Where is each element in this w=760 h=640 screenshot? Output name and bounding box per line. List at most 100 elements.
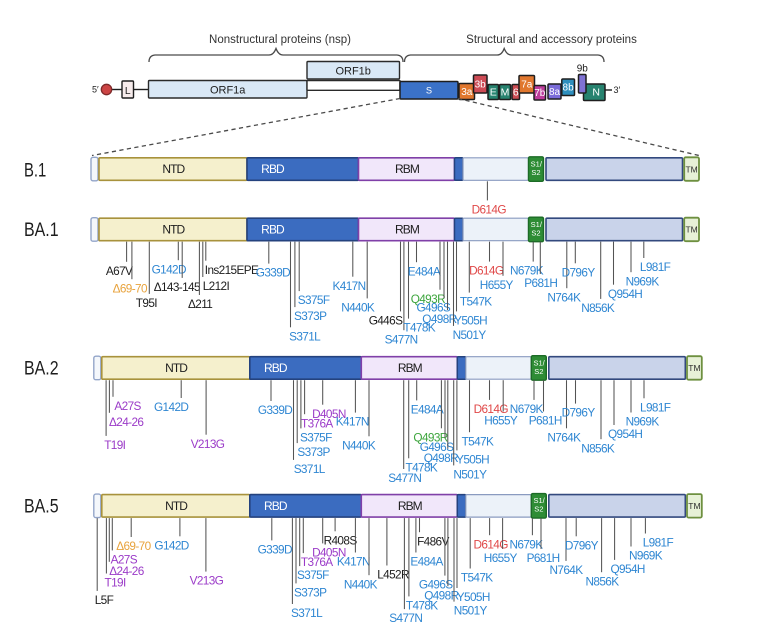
svg-text:6: 6 bbox=[513, 86, 519, 98]
svg-text:N856K: N856K bbox=[581, 441, 615, 455]
svg-text:D796Y: D796Y bbox=[562, 265, 596, 279]
svg-text:L452R: L452R bbox=[377, 568, 409, 582]
svg-text:TM: TM bbox=[688, 501, 700, 511]
svg-text:Δ24-26: Δ24-26 bbox=[109, 415, 144, 429]
svg-text:K417N: K417N bbox=[333, 279, 366, 293]
svg-text:G496S: G496S bbox=[419, 578, 453, 592]
svg-text:D614G: D614G bbox=[474, 537, 509, 551]
svg-text:D614G: D614G bbox=[474, 402, 509, 416]
svg-text:N764K: N764K bbox=[550, 563, 584, 577]
svg-text:S1/: S1/ bbox=[533, 496, 545, 505]
svg-text:S375F: S375F bbox=[297, 568, 329, 582]
svg-text:T376A: T376A bbox=[301, 555, 333, 569]
svg-text:N969K: N969K bbox=[626, 274, 660, 288]
svg-text:ORF1b: ORF1b bbox=[335, 65, 370, 77]
svg-text:P681H: P681H bbox=[527, 551, 560, 565]
svg-text:L212I: L212I bbox=[203, 279, 230, 293]
svg-text:N856K: N856K bbox=[586, 574, 620, 588]
svg-text:5′: 5′ bbox=[92, 84, 99, 94]
svg-text:S2: S2 bbox=[534, 505, 543, 514]
svg-text:K417N: K417N bbox=[336, 415, 369, 429]
svg-text:E: E bbox=[490, 86, 497, 98]
svg-text:N679K: N679K bbox=[510, 537, 544, 551]
svg-text:8a: 8a bbox=[549, 87, 561, 98]
svg-text:H655Y: H655Y bbox=[480, 278, 514, 292]
svg-text:T478K: T478K bbox=[403, 321, 435, 335]
svg-text:G142D: G142D bbox=[154, 538, 188, 552]
svg-text:RBD: RBD bbox=[264, 361, 288, 375]
svg-text:Δ211: Δ211 bbox=[188, 297, 212, 311]
svg-text:A27S: A27S bbox=[114, 399, 141, 413]
svg-text:B.1: B.1 bbox=[24, 160, 46, 181]
svg-text:S373P: S373P bbox=[297, 445, 330, 459]
svg-text:N679K: N679K bbox=[510, 402, 544, 416]
svg-text:V213G: V213G bbox=[191, 437, 225, 451]
svg-text:K417N: K417N bbox=[337, 555, 370, 569]
svg-text:H655Y: H655Y bbox=[484, 414, 518, 428]
svg-text:G496S: G496S bbox=[420, 440, 454, 454]
svg-text:NTD: NTD bbox=[165, 499, 188, 513]
svg-text:N440K: N440K bbox=[341, 301, 375, 315]
svg-text:BA.1: BA.1 bbox=[24, 220, 59, 241]
svg-text:TM: TM bbox=[685, 164, 697, 174]
svg-text:S477N: S477N bbox=[385, 332, 418, 346]
svg-text:Q493R: Q493R bbox=[411, 292, 445, 306]
svg-text:D614G: D614G bbox=[469, 264, 504, 278]
svg-text:P681H: P681H bbox=[524, 276, 557, 290]
svg-text:G339D: G339D bbox=[258, 543, 292, 557]
svg-text:Q954H: Q954H bbox=[608, 427, 642, 441]
svg-text:Q498R: Q498R bbox=[424, 451, 458, 465]
svg-text:Y505H: Y505H bbox=[457, 590, 490, 604]
svg-text:T547K: T547K bbox=[462, 434, 494, 448]
svg-text:S: S bbox=[426, 86, 432, 96]
svg-text:S373P: S373P bbox=[294, 309, 327, 323]
svg-text:S477N: S477N bbox=[389, 611, 422, 625]
svg-text:3′: 3′ bbox=[614, 85, 621, 95]
svg-text:D796Y: D796Y bbox=[562, 406, 596, 420]
svg-text:RBM: RBM bbox=[395, 162, 420, 176]
svg-text:Y505H: Y505H bbox=[456, 453, 489, 467]
svg-text:E484A: E484A bbox=[410, 555, 443, 569]
svg-text:RBD: RBD bbox=[261, 222, 285, 236]
svg-text:3a: 3a bbox=[461, 87, 473, 98]
svg-text:T478K: T478K bbox=[406, 460, 438, 474]
svg-text:Δ69-70: Δ69-70 bbox=[113, 281, 148, 295]
svg-text:Q498R: Q498R bbox=[424, 588, 458, 602]
svg-text:G339D: G339D bbox=[256, 266, 290, 280]
svg-text:RBM: RBM bbox=[398, 499, 423, 513]
svg-text:H655Y: H655Y bbox=[484, 551, 518, 565]
svg-text:E484A: E484A bbox=[411, 403, 444, 417]
svg-text:D796Y: D796Y bbox=[565, 538, 599, 552]
svg-text:L981F: L981F bbox=[640, 260, 671, 274]
svg-text:TM: TM bbox=[685, 225, 697, 235]
svg-text:T478K: T478K bbox=[406, 599, 438, 613]
svg-text:S371L: S371L bbox=[291, 606, 323, 620]
svg-text:N856K: N856K bbox=[581, 301, 615, 315]
svg-text:A67V: A67V bbox=[106, 264, 133, 278]
svg-text:S371L: S371L bbox=[294, 462, 326, 476]
svg-text:N440K: N440K bbox=[344, 577, 378, 591]
svg-text:N501Y: N501Y bbox=[453, 328, 487, 342]
svg-text:NTD: NTD bbox=[162, 162, 185, 176]
svg-text:N969K: N969K bbox=[629, 549, 663, 563]
svg-text:E484A: E484A bbox=[408, 264, 441, 278]
svg-text:V213G: V213G bbox=[190, 574, 224, 588]
svg-text:Nonstructural proteins (nsp): Nonstructural proteins (nsp) bbox=[209, 34, 351, 46]
svg-text:BA.5: BA.5 bbox=[24, 497, 59, 518]
svg-text:NTD: NTD bbox=[162, 222, 185, 236]
svg-text:A27S: A27S bbox=[111, 553, 138, 567]
svg-text:S477N: S477N bbox=[388, 471, 421, 485]
svg-text:N764K: N764K bbox=[547, 290, 581, 304]
svg-text:G446S: G446S bbox=[369, 314, 403, 328]
svg-text:Q954H: Q954H bbox=[608, 287, 642, 301]
svg-text:7a: 7a bbox=[521, 80, 533, 91]
svg-text:Δ143-145: Δ143-145 bbox=[154, 280, 201, 294]
svg-text:N501Y: N501Y bbox=[454, 604, 488, 618]
svg-text:RBM: RBM bbox=[398, 361, 423, 375]
svg-text:S2: S2 bbox=[531, 168, 540, 177]
svg-text:D405N: D405N bbox=[312, 407, 346, 421]
svg-text:Δ69-70: Δ69-70 bbox=[116, 539, 151, 553]
svg-text:N679K: N679K bbox=[510, 264, 544, 278]
svg-text:M: M bbox=[501, 86, 510, 98]
svg-text:G142D: G142D bbox=[152, 262, 186, 276]
